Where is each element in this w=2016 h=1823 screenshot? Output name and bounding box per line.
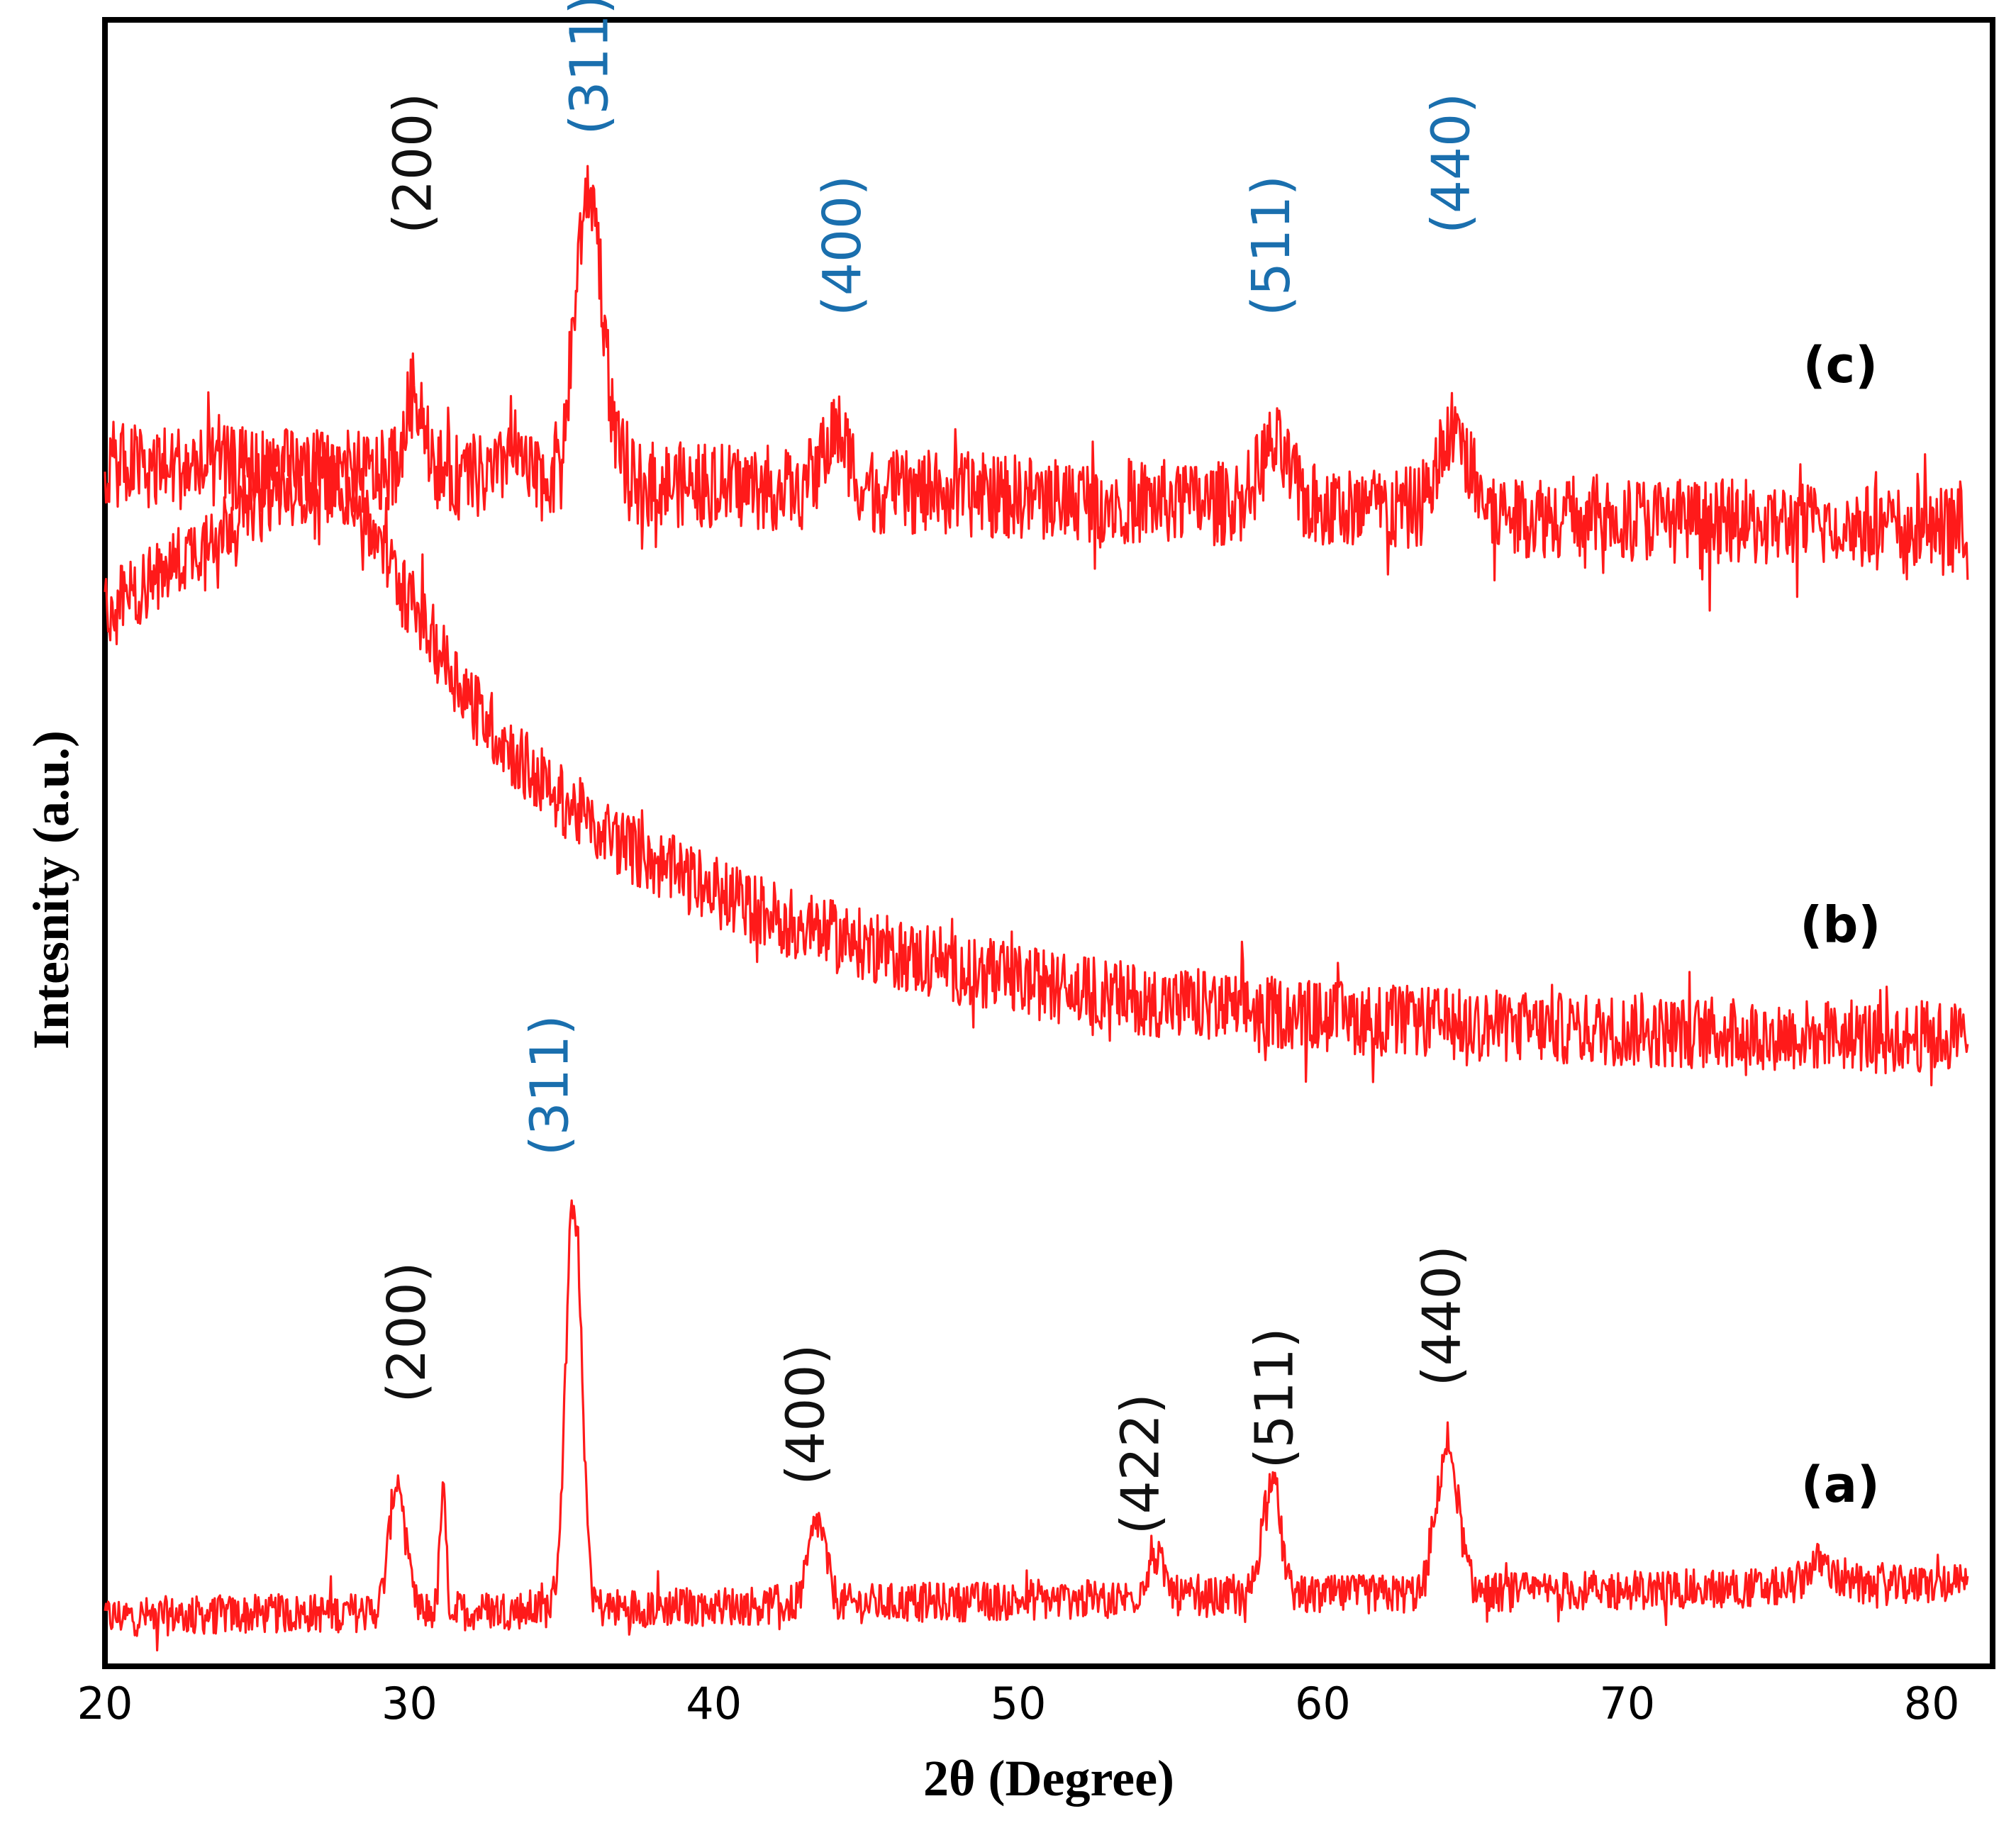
peak-label-c-400: (400) bbox=[812, 175, 873, 316]
x-tick-label: 30 bbox=[382, 1678, 438, 1729]
x-tick-label: 60 bbox=[1295, 1678, 1351, 1729]
peak-label-a-440: (440) bbox=[1412, 1245, 1473, 1386]
peak-label-a-422: (422) bbox=[1110, 1393, 1171, 1534]
peak-label-a-200: (200) bbox=[377, 1262, 438, 1403]
x-tick-label: 70 bbox=[1599, 1678, 1655, 1729]
x-tick-labels: 20 30 40 50 60 70 80 bbox=[77, 1678, 1960, 1729]
x-axis-title: 2θ (Degree) bbox=[923, 1750, 1174, 1807]
plot-frame bbox=[102, 17, 1995, 1669]
series-label-layer: (a) (b) (c) bbox=[1800, 336, 1881, 1514]
series-line-c bbox=[104, 165, 1969, 612]
peak-label-a-400: (400) bbox=[775, 1344, 836, 1485]
peak-label-c-311: (311) bbox=[559, 0, 620, 135]
peak-label-c-200: (200) bbox=[382, 93, 443, 234]
series-label-b: (b) bbox=[1800, 896, 1881, 954]
x-tick-label: 80 bbox=[1904, 1678, 1960, 1729]
x-tick-label: 50 bbox=[991, 1678, 1047, 1729]
series-layer bbox=[104, 165, 1969, 1651]
series-line-b bbox=[104, 451, 1969, 1087]
peak-label-layer: (200) (311) (400) (422) (511) (440) (200) (311)… bbox=[377, 0, 1482, 1534]
y-axis-title: Intesnity (a.u.) bbox=[23, 730, 79, 1049]
peak-label-a-511: (511) bbox=[1244, 1327, 1305, 1468]
series-label-a: (a) bbox=[1801, 1456, 1880, 1514]
x-tick-label: 20 bbox=[77, 1678, 133, 1729]
series-label-c: (c) bbox=[1803, 336, 1878, 394]
series-line-a bbox=[104, 1199, 1969, 1651]
x-tick-label: 40 bbox=[686, 1678, 742, 1729]
peak-label-c-440: (440) bbox=[1421, 93, 1482, 234]
peak-label-c-511: (511) bbox=[1241, 175, 1302, 316]
peak-label-a-311: (311) bbox=[520, 1015, 581, 1156]
